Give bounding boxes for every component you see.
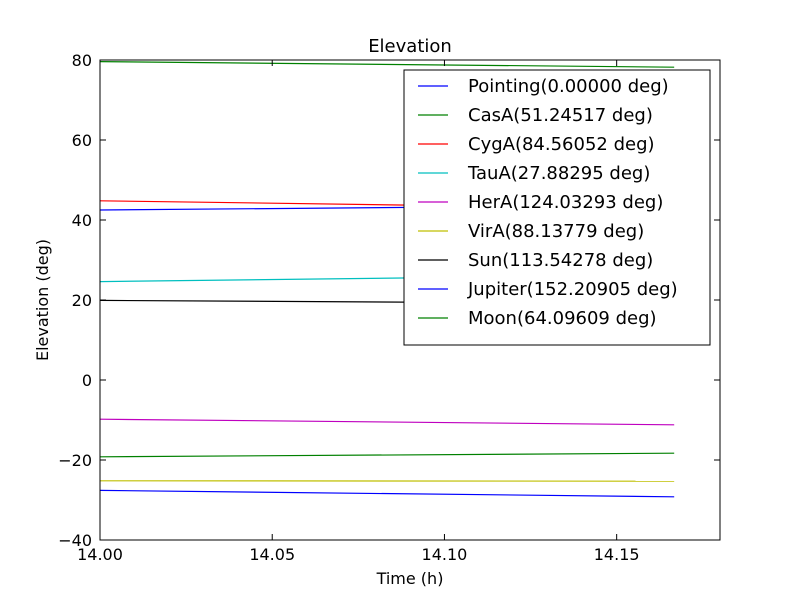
legend-label-2: CygA(84.56052 deg) (468, 134, 655, 155)
legend-label-6: Sun(113.54278 deg) (468, 250, 653, 271)
series-line-4 (99, 418, 675, 426)
series-line-1 (99, 61, 675, 68)
ticks-layer: 14.00 14.05 14.10 14.15 −40 −20 0 20 40 60 80 (58, 51, 720, 564)
x-axis-label: Time (h) (376, 569, 444, 588)
x-tick-label-2: 14.10 (422, 545, 468, 564)
x-tick-label-3: 14.15 (594, 545, 640, 564)
y-tick-label-4: 40 (72, 211, 92, 230)
legend-label-0: Pointing(0.00000 deg) (468, 76, 669, 97)
x-tick-label-1: 14.05 (249, 545, 295, 564)
legend-frame (403, 69, 711, 346)
y-tick-label-2: 0 (82, 371, 92, 390)
legend-label-1: CasA(51.24517 deg) (468, 105, 653, 126)
legend-label-5: VirA(88.13779 deg) (468, 221, 644, 242)
legend-label-4: HerA(124.03293 deg) (468, 192, 663, 213)
y-tick-label-5: 60 (72, 131, 92, 150)
chart-title: Elevation (368, 36, 452, 57)
y-axis-label: Elevation (deg) (33, 239, 52, 361)
y-tick-label-6: 80 (72, 51, 92, 70)
legend: Pointing(0.00000 deg) CasA(51.24517 deg) C… (403, 69, 711, 346)
y-tick-label-1: −20 (58, 451, 92, 470)
y-tick-label-0: −40 (58, 531, 92, 550)
legend-label-8: Moon(64.09609 deg) (468, 308, 657, 329)
y-tick-label-3: 20 (72, 291, 92, 310)
series-line-7 (99, 489, 675, 498)
legend-label-3: TauA(27.88295 deg) (467, 163, 650, 184)
x-tick-label-0: 14.00 (77, 545, 123, 564)
legend-label-7: Jupiter(152.20905 deg) (467, 279, 678, 300)
series-line-8 (99, 452, 675, 458)
